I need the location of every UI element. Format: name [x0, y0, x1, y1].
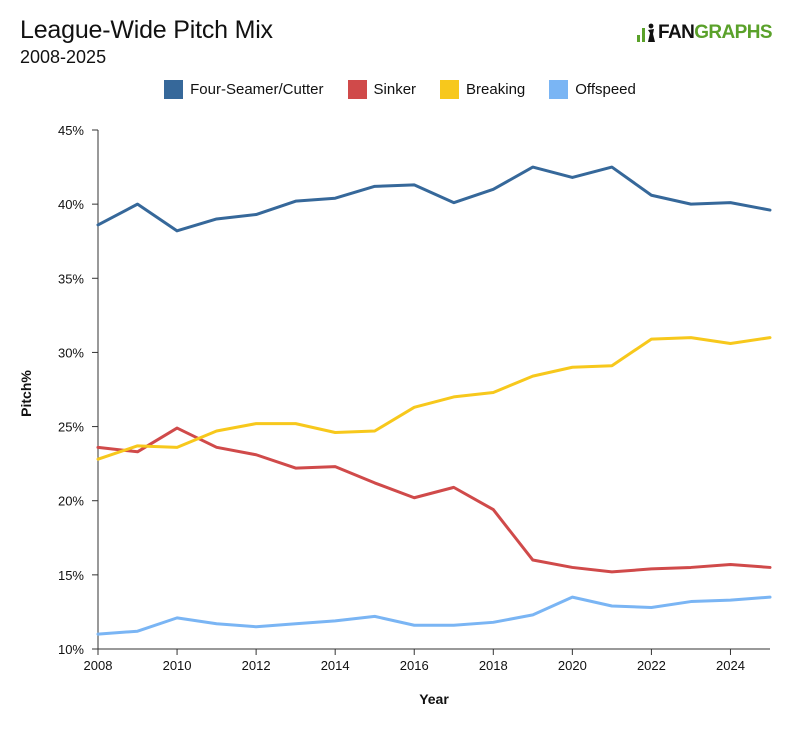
- x-tick-label: 2024: [716, 658, 745, 673]
- legend-label-four-seamer-cutter: Four-Seamer/Cutter: [190, 81, 324, 98]
- x-tick-label: 2016: [400, 658, 429, 673]
- series-line-sinker: [96, 426, 772, 574]
- y-tick-label: 20%: [58, 494, 84, 509]
- x-tick-label: 2020: [558, 658, 587, 673]
- y-tick-label: 35%: [58, 271, 84, 286]
- legend-label-sinker: Sinker: [373, 81, 417, 98]
- y-tick-label: 40%: [58, 197, 84, 212]
- x-axis-title: Year: [419, 691, 449, 707]
- y-axis-title: Pitch%: [18, 370, 34, 417]
- fangraphs-logo-icon: [637, 23, 655, 42]
- x-tick-label: 2022: [637, 658, 666, 673]
- x-tick-label: 2012: [242, 658, 271, 673]
- y-tick-label: 10%: [58, 642, 84, 657]
- legend-label-offspeed: Offspeed: [575, 81, 636, 98]
- x-tick-label: 2010: [163, 658, 192, 673]
- y-tick-label: 15%: [58, 568, 84, 583]
- legend-swatch-sinker: [347, 80, 367, 99]
- legend-label-breaking: Breaking: [466, 81, 526, 98]
- chart-subtitle: 2008-2025: [20, 47, 107, 67]
- legend-item-four-seamer-cutter[interactable]: Four-Seamer/Cutter: [164, 80, 324, 99]
- series-line-breaking: [96, 336, 772, 461]
- legend-swatch-offspeed: [549, 80, 569, 99]
- legend-swatch-breaking: [440, 80, 460, 99]
- x-tick-label: 2018: [479, 658, 508, 673]
- legend-item-breaking[interactable]: Breaking: [440, 80, 525, 99]
- series-line-four-seamer-cutter: [96, 165, 772, 233]
- chart-title: League-Wide Pitch Mix: [20, 16, 273, 44]
- x-tick-label: 2008: [84, 658, 113, 673]
- series-line-offspeed: [96, 595, 772, 636]
- y-tick-label: 25%: [58, 420, 84, 435]
- y-tick-label: 30%: [58, 345, 84, 360]
- y-tick-label: 45%: [58, 123, 84, 138]
- legend-item-offspeed[interactable]: Offspeed: [549, 80, 636, 99]
- x-tick-label: 2014: [321, 658, 350, 673]
- logo-text-graphs: GRAPHS: [694, 22, 772, 43]
- chart-legend: Four-Seamer/Cutter Sinker Breaking Offsp…: [0, 80, 800, 99]
- legend-swatch-four-seamer-cutter: [164, 80, 184, 99]
- fangraphs-logo[interactable]: FANGRAPHS: [636, 22, 773, 44]
- legend-item-sinker[interactable]: Sinker: [347, 80, 417, 99]
- logo-text-fan: FAN: [658, 22, 695, 43]
